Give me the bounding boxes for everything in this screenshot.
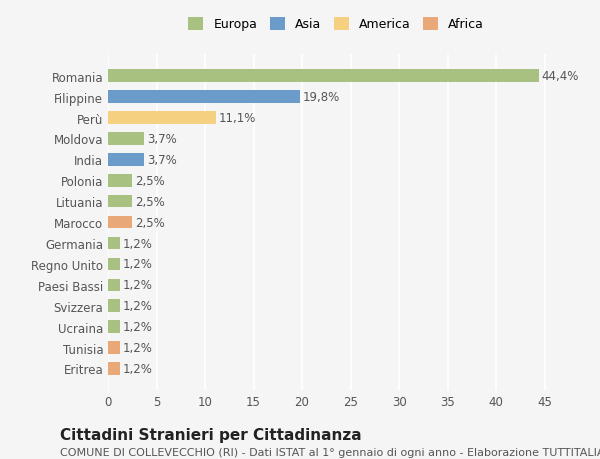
Bar [108, 70, 539, 83]
Bar [108, 112, 215, 124]
Text: 2,5%: 2,5% [135, 216, 165, 229]
Bar [108, 237, 119, 250]
Bar [108, 154, 144, 166]
Text: 2,5%: 2,5% [135, 195, 165, 208]
Text: 1,2%: 1,2% [122, 320, 152, 333]
Text: 1,2%: 1,2% [122, 341, 152, 354]
Text: 1,2%: 1,2% [122, 362, 152, 375]
Text: 1,2%: 1,2% [122, 279, 152, 291]
Bar [108, 258, 119, 271]
Bar [108, 174, 132, 187]
Legend: Europa, Asia, America, Africa: Europa, Asia, America, Africa [188, 18, 484, 31]
Text: 3,7%: 3,7% [147, 133, 176, 146]
Bar [108, 341, 119, 354]
Text: 2,5%: 2,5% [135, 174, 165, 187]
Bar [108, 300, 119, 312]
Text: 19,8%: 19,8% [303, 91, 340, 104]
Text: Cittadini Stranieri per Cittadinanza: Cittadini Stranieri per Cittadinanza [60, 427, 362, 442]
Text: 1,2%: 1,2% [122, 237, 152, 250]
Text: COMUNE DI COLLEVECCHIO (RI) - Dati ISTAT al 1° gennaio di ogni anno - Elaborazio: COMUNE DI COLLEVECCHIO (RI) - Dati ISTAT… [60, 448, 600, 458]
Bar [108, 321, 119, 333]
Bar [108, 133, 144, 146]
Bar [108, 196, 132, 208]
Text: 3,7%: 3,7% [147, 154, 176, 167]
Text: 1,2%: 1,2% [122, 300, 152, 313]
Text: 1,2%: 1,2% [122, 258, 152, 271]
Text: 44,4%: 44,4% [542, 70, 579, 83]
Bar [108, 91, 300, 104]
Text: 11,1%: 11,1% [218, 112, 256, 125]
Bar [108, 279, 119, 291]
Bar [108, 216, 132, 229]
Bar [108, 363, 119, 375]
